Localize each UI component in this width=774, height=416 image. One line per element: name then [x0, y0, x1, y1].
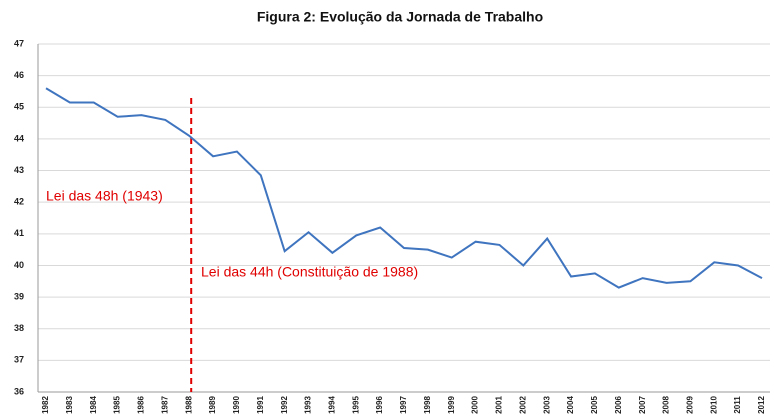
x-tick-label: 1984 [89, 396, 98, 414]
y-tick-label: 37 [14, 355, 24, 365]
y-tick-label: 36 [14, 386, 24, 396]
x-tick-label: 1995 [351, 396, 360, 414]
x-tick-label: 1988 [184, 396, 193, 414]
x-tick-label: 2000 [471, 396, 480, 414]
y-tick-label: 47 [14, 38, 24, 48]
y-tick-label: 46 [14, 70, 24, 80]
x-tick-label: 2008 [662, 396, 671, 414]
y-tick-label: 45 [14, 102, 24, 112]
x-tick-label: 1998 [423, 396, 432, 414]
y-tick-label: 44 [14, 133, 24, 143]
x-tick-label: 2005 [590, 396, 599, 414]
y-tick-label: 43 [14, 165, 24, 175]
x-tick-label: 2011 [733, 396, 742, 414]
x-tick-label: 1997 [399, 396, 408, 414]
x-tick-label: 1994 [328, 396, 337, 414]
x-tick-label: 1985 [113, 396, 122, 414]
data-line [45, 87, 763, 289]
x-tick-label: 2006 [614, 396, 623, 414]
x-tick-label: 1987 [160, 396, 169, 414]
x-tick-label: 2012 [757, 396, 766, 414]
y-tick-label: 41 [14, 228, 24, 238]
x-tick-label: 2010 [709, 396, 718, 414]
x-tick-label: 2004 [566, 396, 575, 414]
x-tick-label: 1983 [65, 396, 74, 414]
x-tick-label: 1996 [375, 396, 384, 414]
y-tick-label: 40 [14, 260, 24, 270]
y-tick-label: 39 [14, 291, 24, 301]
x-tick-label: 1991 [256, 396, 265, 414]
chart-title: Figura 2: Evolução da Jornada de Trabalh… [257, 9, 543, 25]
x-tick-label: 2002 [518, 396, 527, 414]
y-tick-label: 42 [14, 197, 24, 207]
x-tick-label: 1993 [304, 396, 313, 414]
annotation: Lei das 48h (1943) [46, 188, 163, 204]
x-tick-label: 2007 [638, 396, 647, 414]
x-tick-label: 1999 [447, 396, 456, 414]
annotation: Lei das 44h (Constituição de 1988) [201, 264, 418, 280]
x-tick-label: 1990 [232, 396, 241, 414]
x-tick-label: 1992 [280, 396, 289, 414]
x-tick-label: 1982 [41, 396, 50, 414]
y-tick-label: 38 [14, 323, 24, 333]
x-tick-label: 2003 [542, 396, 551, 414]
x-tick-label: 2001 [495, 396, 504, 414]
x-tick-label: 2009 [686, 396, 695, 414]
x-tick-label: 1989 [208, 396, 217, 414]
x-tick-label: 1986 [137, 396, 146, 414]
